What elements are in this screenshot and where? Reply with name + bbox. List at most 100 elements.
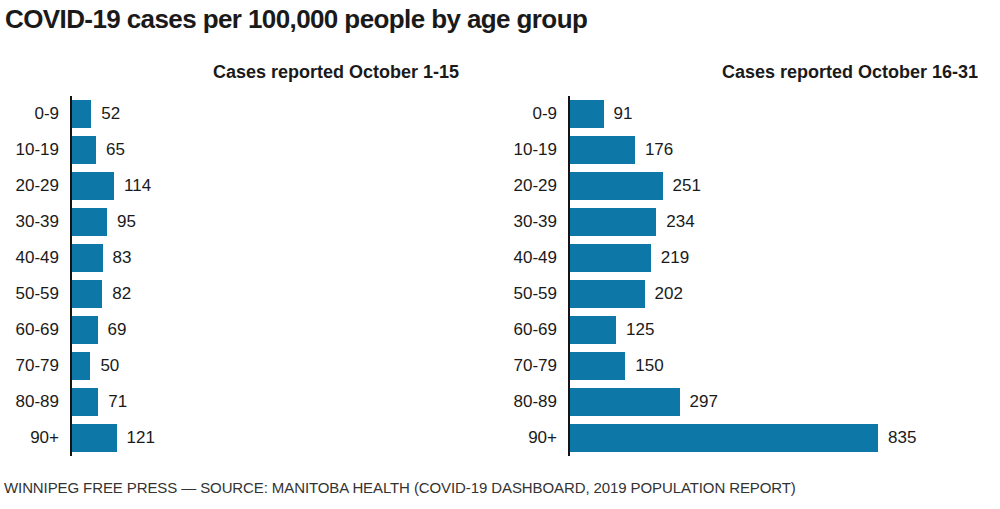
chart-row: 20-29 114	[0, 168, 497, 204]
plot-area: 176	[568, 132, 1000, 168]
age-group-label: 30-39	[0, 212, 70, 232]
plot-area: 50	[70, 348, 497, 384]
chart-row: 40-49219	[498, 240, 1000, 276]
bar	[72, 352, 90, 380]
plot-area: 125	[568, 312, 1000, 348]
age-group-label: 60-69	[0, 320, 70, 340]
bar	[570, 100, 604, 128]
age-group-label: 0-9	[0, 104, 70, 124]
plot-area: 234	[568, 204, 1000, 240]
value-label: 52	[101, 104, 120, 124]
value-label: 50	[100, 356, 119, 376]
plot-area: 835	[568, 420, 1000, 456]
value-label: 114	[124, 176, 151, 196]
plot-area: 91	[568, 96, 1000, 132]
bar	[570, 208, 656, 236]
plot-area: 82	[70, 276, 497, 312]
chart-row: 10-19 176	[498, 132, 1000, 168]
plot-area: 202	[568, 276, 1000, 312]
value-label: 176	[645, 140, 673, 160]
value-label: 95	[117, 212, 136, 232]
chart-row: 50-59 202	[498, 276, 1000, 312]
plot-area: 71	[70, 384, 497, 420]
bar-chart-october-1-15: 0-9 52 10-19 65 20-29 114 30-39 95 40-4983 50-59 8…	[0, 96, 497, 456]
value-label: 835	[888, 428, 916, 448]
value-label: 82	[112, 284, 131, 304]
age-group-label: 70-79	[0, 356, 70, 376]
bar	[570, 244, 651, 272]
chart-row: 70-79 50	[0, 348, 497, 384]
plot-area: 95	[70, 204, 497, 240]
value-label: 125	[626, 320, 654, 340]
bar	[570, 352, 625, 380]
value-label: 234	[666, 212, 694, 232]
bar	[72, 172, 114, 200]
chart-row: 60-69 69	[0, 312, 497, 348]
chart-row: 30-39 234	[498, 204, 1000, 240]
value-label: 297	[690, 392, 718, 412]
chart-row: 0-9 91	[498, 96, 1000, 132]
plot-area: 83	[70, 240, 497, 276]
plot-area: 52	[70, 96, 497, 132]
age-group-label: 80-89	[498, 392, 568, 412]
age-group-label: 40-49	[498, 248, 568, 268]
age-group-label: 10-19	[498, 140, 568, 160]
chart-row: 90+ 121	[0, 420, 497, 456]
value-label: 150	[635, 356, 663, 376]
plot-area: 121	[70, 420, 497, 456]
age-group-label: 30-39	[498, 212, 568, 232]
bar	[72, 100, 91, 128]
age-group-label: 10-19	[0, 140, 70, 160]
bar	[570, 316, 616, 344]
value-label: 121	[127, 428, 155, 448]
age-group-label: 0-9	[498, 104, 568, 124]
plot-area: 251	[568, 168, 1000, 204]
bar	[72, 136, 96, 164]
chart-title-october-16-31: Cases reported October 16-31	[700, 62, 1000, 83]
bar	[72, 424, 117, 452]
plot-area: 65	[70, 132, 497, 168]
value-label: 65	[106, 140, 125, 160]
value-label: 69	[108, 320, 127, 340]
age-group-label: 90+	[498, 428, 568, 448]
chart-row: 80-89 297	[498, 384, 1000, 420]
age-group-label: 50-59	[0, 284, 70, 304]
age-group-label: 50-59	[498, 284, 568, 304]
bar	[72, 316, 98, 344]
chart-row: 20-29 251	[498, 168, 1000, 204]
value-label: 71	[108, 392, 127, 412]
plot-area: 150	[568, 348, 1000, 384]
chart-row: 80-89 71	[0, 384, 497, 420]
value-label: 83	[113, 248, 132, 268]
bar	[570, 136, 635, 164]
plot-area: 219	[568, 240, 1000, 276]
bar	[72, 280, 102, 308]
age-group-label: 90+	[0, 428, 70, 448]
plot-area: 114	[70, 168, 497, 204]
bar	[72, 388, 98, 416]
source-credit: WINNIPEG FREE PRESS — SOURCE: MANITOBA H…	[4, 479, 796, 496]
value-label: 251	[673, 176, 701, 196]
bar	[72, 208, 107, 236]
chart-row: 50-59 82	[0, 276, 497, 312]
chart-row: 90+ 835	[498, 420, 1000, 456]
age-group-label: 70-79	[498, 356, 568, 376]
bar	[72, 244, 103, 272]
chart-row: 40-4983	[0, 240, 497, 276]
age-group-label: 60-69	[498, 320, 568, 340]
covid-age-group-chart-page: COVID-19 cases per 100,000 people by age…	[0, 0, 1000, 509]
chart-row: 70-79 150	[498, 348, 1000, 384]
bar	[570, 388, 680, 416]
chart-row: 30-39 95	[0, 204, 497, 240]
bar	[570, 280, 645, 308]
plot-area: 69	[70, 312, 497, 348]
age-group-label: 20-29	[498, 176, 568, 196]
value-label: 91	[614, 104, 633, 124]
chart-row: 10-19 65	[0, 132, 497, 168]
bar	[570, 424, 878, 452]
bar-chart-october-16-31: 0-99110-1917620-2925130-3923440-4921950-…	[498, 96, 1000, 456]
age-group-label: 80-89	[0, 392, 70, 412]
bar	[570, 172, 663, 200]
value-label: 202	[655, 284, 683, 304]
age-group-label: 20-29	[0, 176, 70, 196]
